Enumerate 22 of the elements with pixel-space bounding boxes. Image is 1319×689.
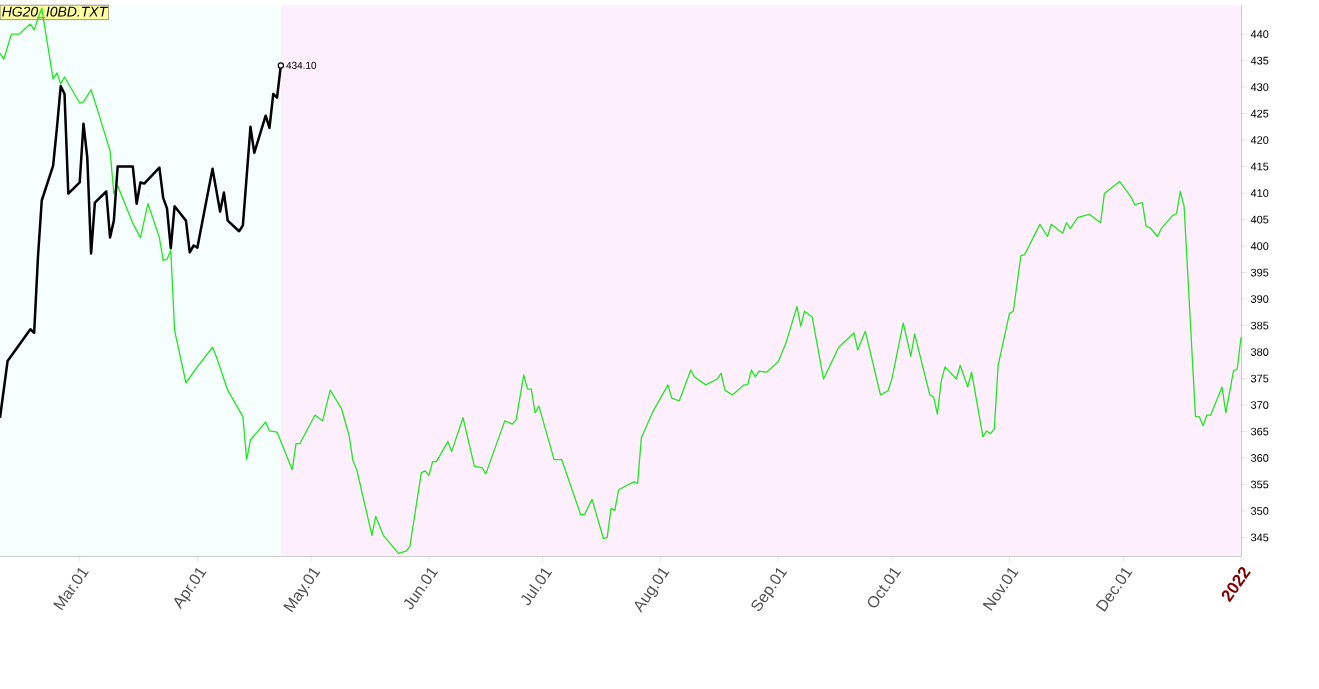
y-tick-label: 440: [1250, 30, 1269, 39]
y-tick-label: 425: [1250, 109, 1269, 118]
y-tick-label: 410: [1250, 189, 1269, 197]
y-tick-label: 435: [1250, 56, 1269, 65]
y-tick-label: 360: [1250, 454, 1269, 462]
y-tick-label: 365: [1250, 427, 1269, 436]
y-tick-label: 395: [1250, 268, 1269, 277]
y-tick-label: 405: [1250, 215, 1269, 224]
y-tick-label: 385: [1250, 321, 1269, 330]
y-tick-label: 430: [1250, 83, 1269, 91]
y-tick-label: 415: [1250, 162, 1269, 171]
line-series: [0, 7, 1242, 554]
y-tick-label: 350: [1250, 507, 1269, 515]
annotation: 434.10: [286, 61, 317, 69]
y-tick-label: 420: [1250, 136, 1269, 144]
y-tick-label: 355: [1250, 480, 1269, 489]
y-tick-label: 390: [1250, 295, 1269, 303]
y-tick-label: 345: [1250, 533, 1269, 542]
y-tick-label: 380: [1250, 348, 1269, 356]
y-tick-label: 370: [1250, 401, 1269, 409]
y-tick-label: 375: [1250, 374, 1269, 383]
y-tick-label: 400: [1250, 242, 1269, 250]
